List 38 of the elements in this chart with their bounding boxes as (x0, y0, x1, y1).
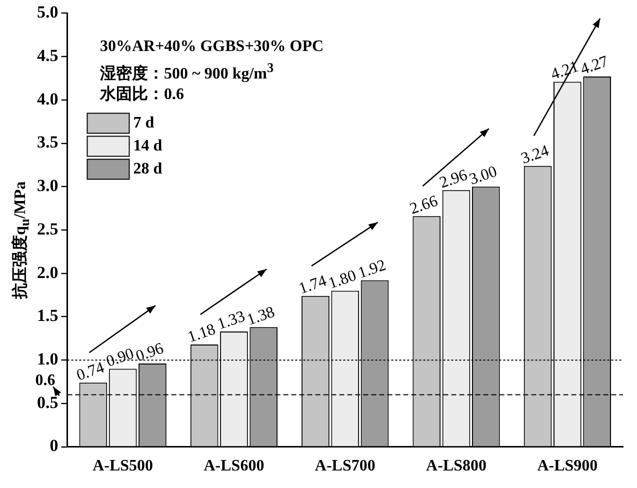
data-label: 1.92 (356, 256, 388, 282)
x-tick-label: A-LS700 (314, 458, 376, 475)
y-tick-label: 1.5 (37, 306, 58, 326)
y-tick-label: 0 (50, 436, 58, 456)
data-label: 3.24 (519, 142, 552, 168)
y-tick-label: 0.5 (37, 392, 58, 412)
data-label: 1.33 (215, 308, 248, 334)
data-label: 4.27 (578, 53, 610, 78)
data-label: 3.00 (467, 163, 500, 188)
ref-line-label: 0.6 (35, 372, 56, 389)
annotation: 30%AR+40% GGBS+30% OPC (100, 37, 324, 57)
x-tick-label: A-LS600 (204, 458, 264, 475)
data-label: 0.96 (134, 340, 166, 366)
data-label: 2.66 (408, 192, 440, 218)
data-label: 1.74 (296, 272, 329, 298)
data-label: 1.38 (244, 304, 277, 329)
data-label: 0.90 (104, 345, 136, 370)
data-label: 4.21 (548, 58, 581, 84)
legend-label: 7 d (133, 114, 154, 132)
data-label: 2.96 (438, 166, 470, 192)
x-tick-label: A-LS800 (426, 458, 486, 475)
y-tick-label: 1.0 (37, 349, 58, 368)
annotation: 水固比：0.6 (100, 84, 185, 106)
y-tick-label: 2.0 (37, 262, 58, 282)
y-tick-label: 5.0 (37, 2, 58, 22)
y-tick-label: 3.5 (37, 132, 58, 152)
y-tick-label: 4.5 (37, 46, 58, 65)
data-label: 1.18 (186, 321, 218, 346)
legend-label: 14 d (133, 137, 162, 154)
annotation: 湿密度：500 ~ 900 kg/m$^{3}$ (100, 59, 275, 84)
x-tick-label: A-LS900 (537, 458, 598, 475)
x-tick-label: A-LS500 (92, 458, 154, 475)
data-label: 1.80 (326, 267, 358, 292)
data-label: 0.74 (74, 359, 106, 384)
y-tick-label: 4.0 (37, 89, 58, 108)
y-tick-label: 2.5 (37, 219, 58, 238)
y-tick-label: 3.0 (37, 176, 58, 196)
legend-label: 28 d (133, 160, 162, 178)
